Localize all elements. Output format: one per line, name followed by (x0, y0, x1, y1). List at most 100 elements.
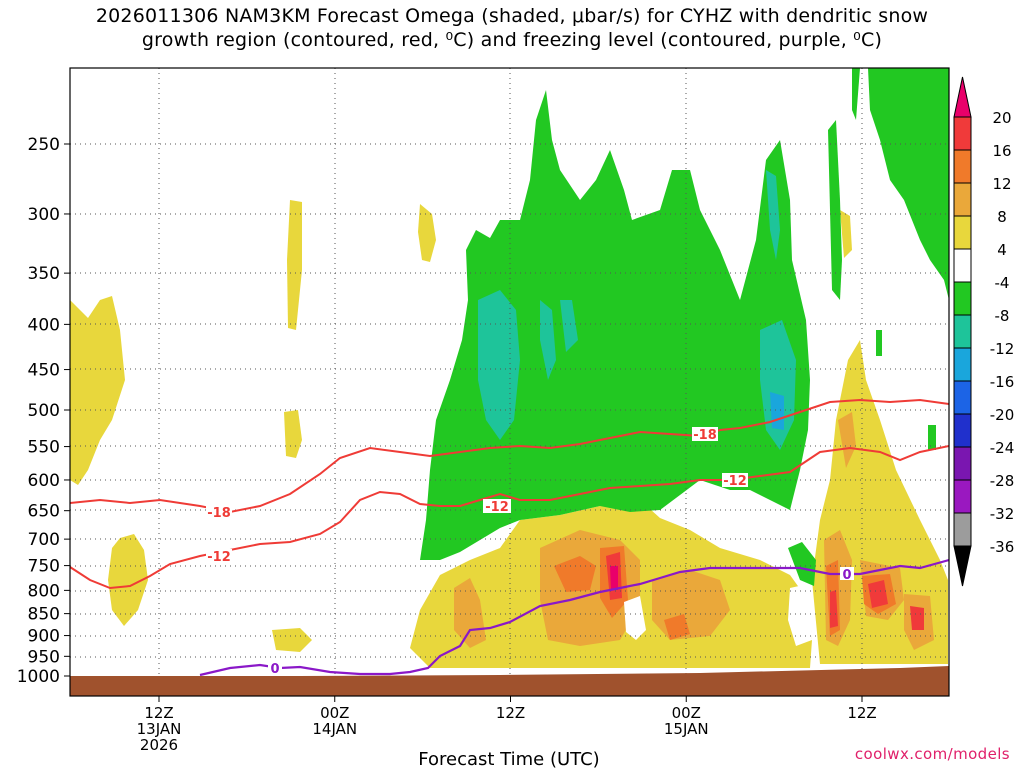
colorbar-level-label: 16 (992, 142, 1011, 160)
omega-gap (624, 596, 646, 640)
omega-region-positive-12 (664, 614, 690, 640)
freezing-level-contour-0 (199, 558, 949, 677)
omega-region-negative-8 (766, 170, 780, 260)
colorbar-swatch (953, 413, 972, 448)
x-tick-label: 13JAN (137, 720, 182, 738)
y-tick-label: 700 (28, 530, 60, 550)
colorbar-swatch (953, 116, 972, 151)
omega-region-positive-4 (272, 628, 312, 652)
y-tick-label: 900 (28, 627, 60, 647)
y-axis: 2503003504004505005506006507007508008509… (17, 135, 70, 687)
x-tick-label: 15JAN (664, 720, 709, 738)
y-tick-label: 550 (28, 438, 60, 458)
y-tick-label: 750 (28, 557, 60, 577)
omega-region-negative-4 (876, 330, 882, 356)
colorbar-swatch (953, 446, 972, 481)
y-tick-label: 500 (28, 401, 60, 421)
omega-region-negative-12 (770, 392, 784, 430)
colorbar-swatch (953, 215, 972, 250)
chart-title-line-2: growth region (contoured, red, ⁰C) and f… (141, 29, 883, 51)
y-tick-label: 1000 (17, 667, 60, 687)
omega-region-positive-16 (830, 590, 838, 628)
colorbar-level-label: -12 (990, 340, 1015, 358)
contour-label: 0 (270, 662, 279, 677)
contour-label: -12 (207, 550, 231, 565)
omega-region-positive-4 (284, 410, 302, 458)
colorbar-level-label: 12 (992, 175, 1011, 193)
omega-region-negative-4 (868, 68, 949, 300)
omega-region-positive-4 (418, 204, 436, 262)
contour-label: -18 (207, 506, 231, 521)
colorbar-swatch (953, 380, 972, 415)
plot-frame (69, 67, 950, 697)
colorbar-level-label: -16 (990, 373, 1015, 391)
colorbar-swatch (953, 248, 972, 283)
omega-region-positive-4 (840, 210, 852, 258)
colorbar-swatch (953, 182, 972, 217)
omega-region-negative-8 (478, 290, 520, 440)
x-tick-label: 00Z (320, 704, 349, 722)
colorbar-level-label: -24 (990, 439, 1015, 457)
terrain-ground (70, 666, 949, 696)
colorbar-level-label: -28 (990, 472, 1015, 490)
colorbar-level-label: -8 (995, 307, 1010, 325)
y-tick-label: 250 (28, 135, 60, 155)
colorbar-level-label: -36 (990, 538, 1015, 556)
dgz-contour-minus-12 (70, 445, 949, 590)
omega-region-negative-4 (928, 425, 936, 450)
colorbar-arrow-bottom (953, 545, 972, 587)
contour-label: 0 (842, 568, 851, 583)
omega-region-positive-8 (838, 412, 856, 468)
omega-region-positive-8 (454, 578, 486, 648)
colorbar-level-label: 8 (997, 208, 1007, 226)
colorbar-swatch (953, 149, 972, 184)
omega-region-positive-20 (610, 566, 618, 590)
colorbar-level-label: -32 (990, 505, 1015, 523)
omega-region-positive-4 (108, 534, 148, 626)
colorbar-swatch (953, 347, 972, 382)
x-tick-label: 2026 (140, 736, 178, 754)
y-tick-label: 850 (28, 605, 60, 625)
colorbar-level-label: 20 (992, 109, 1011, 127)
x-tick-label: 12Z (144, 704, 173, 722)
x-tick-label: 12Z (847, 704, 876, 722)
omega-region-positive-4 (70, 296, 125, 485)
contour-label: -12 (723, 474, 747, 489)
omega-region-positive-16 (868, 580, 888, 608)
y-tick-label: 600 (28, 471, 60, 491)
y-tick-label: 800 (28, 581, 60, 601)
x-tick-label: 12Z (496, 704, 525, 722)
colorbar-level-label: -20 (990, 406, 1015, 424)
x-tick-label: 00Z (672, 704, 701, 722)
omega-region-positive-12 (554, 556, 596, 592)
x-axis-label: Forecast Time (UTC) (418, 749, 599, 768)
y-tick-label: 300 (28, 205, 60, 225)
omega-region-negative-8 (560, 300, 578, 352)
colorbar-level-label: 4 (997, 241, 1007, 259)
colorbar-arrow-top (953, 76, 972, 118)
omega-region-negative-4 (788, 542, 816, 586)
x-tick-label: 14JAN (312, 720, 357, 738)
colorbar-swatch (953, 314, 972, 349)
chart-title-line-1: 2026011306 NAM3KM Forecast Omega (shaded… (95, 5, 929, 27)
colorbar-swatch (953, 281, 972, 316)
contour-labels: -18 -12 -12 -18 -12 0 0 (206, 427, 854, 677)
omega-region-negative-4 (420, 90, 810, 560)
omega-gap (788, 584, 812, 646)
contour-label: -18 (693, 428, 717, 443)
omega-region-negative-8 (540, 300, 556, 380)
omega-region-positive-16 (910, 606, 924, 630)
y-tick-label: 650 (28, 502, 60, 522)
omega-region-negative-4 (852, 68, 860, 120)
y-tick-label: 950 (28, 647, 60, 667)
colorbar-swatch (953, 512, 972, 547)
credit-text: coolwx.com/models (854, 745, 1010, 763)
colorbar: 20 16 12 8 4 -4 -8 -12 -16 -20 -24 -28 -32 -36 (953, 76, 1015, 587)
y-tick-label: 450 (28, 361, 60, 381)
y-tick-label: 400 (28, 315, 60, 335)
colorbar-level-label: -4 (995, 274, 1010, 292)
omega-region-positive-4 (287, 200, 302, 330)
colorbar-swatch (953, 479, 972, 514)
